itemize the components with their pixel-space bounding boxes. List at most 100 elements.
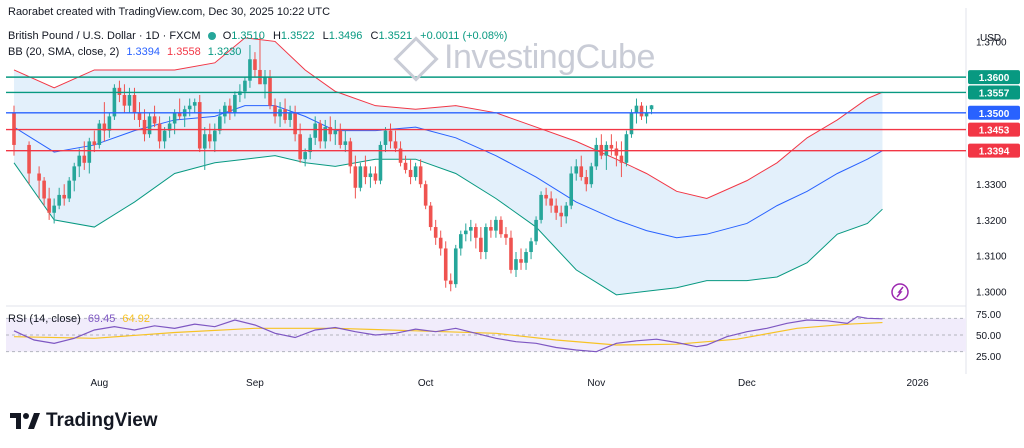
candle-body [52, 205, 56, 213]
candle-body [388, 130, 393, 142]
candle-body [122, 94, 127, 106]
candle [12, 105, 16, 156]
level-price-tag: 1.3500 [968, 105, 1020, 120]
candle-body [318, 123, 323, 142]
rsi-legend[interactable]: RSI (14, close) 69.45 64.92 [8, 313, 150, 325]
rsi-label: RSI (14, close) [8, 313, 81, 325]
level-tag-bg [968, 105, 1020, 120]
candle-body [228, 105, 232, 113]
candle-body [644, 112, 649, 117]
candle [619, 141, 624, 178]
candle-body [142, 119, 147, 135]
candle-body [298, 134, 302, 160]
candle [62, 184, 66, 206]
candle-body [12, 112, 16, 145]
bollinger-bands [13, 37, 883, 296]
candle [102, 102, 107, 142]
candle [469, 219, 473, 242]
candle-body [579, 166, 584, 178]
candle-body [594, 144, 599, 167]
candle-body [102, 123, 107, 131]
rsi-ma-line [13, 321, 883, 346]
bb-legend[interactable]: BB (20, SMA, close, 2) 1.3394 1.3558 1.3… [8, 46, 241, 58]
rsi-tick-label: 50.00 [976, 331, 1001, 342]
bb-lower-line [13, 155, 883, 296]
rsi-tick-label: 25.00 [976, 352, 1001, 363]
candle-body [92, 141, 97, 145]
candle-body [238, 91, 242, 95]
candle-body [313, 123, 317, 138]
candle-body [469, 227, 473, 231]
candle [358, 162, 363, 192]
candle-body [524, 252, 528, 263]
candle [132, 87, 137, 120]
candle [137, 102, 142, 128]
level-tag-label: 1.3557 [979, 88, 1010, 99]
candle [509, 230, 513, 274]
candle-body [303, 152, 307, 160]
candle-body [172, 112, 177, 124]
rsi-line [13, 316, 883, 353]
candle [207, 123, 212, 149]
candle-body [137, 112, 142, 120]
candle-body [514, 259, 518, 270]
change-value: +0.0011 (+0.08%) [420, 30, 508, 42]
candle-body [453, 248, 458, 285]
symbol-legend[interactable]: British Pound / U.S. Dollar · 1D · FXCM … [8, 30, 507, 42]
candle [614, 141, 619, 167]
candle-body [569, 173, 574, 206]
open-label: O [222, 30, 232, 42]
candle [554, 198, 558, 220]
candle-body [127, 94, 132, 106]
tradingview-logo-icon [10, 413, 40, 429]
candle [589, 162, 594, 188]
candle [343, 130, 348, 153]
candle [393, 130, 398, 153]
price-grid [6, 8, 967, 374]
candle-body [147, 116, 152, 135]
candle [569, 166, 574, 210]
candle [448, 273, 453, 292]
level-tag-label: 1.3394 [979, 147, 1010, 158]
pulse-icon-bolt [896, 286, 904, 298]
low-value: 1.3496 [328, 30, 363, 42]
candle [92, 130, 97, 153]
candle [453, 244, 458, 288]
candle [494, 216, 498, 238]
candle-body [363, 166, 368, 178]
candle-body [97, 123, 102, 145]
candle [112, 84, 117, 120]
candle [484, 223, 488, 260]
tradingview-footer[interactable]: TradingView [10, 410, 158, 432]
candle [122, 84, 127, 113]
candle-body [398, 148, 403, 163]
close-value: 1.3521 [378, 30, 413, 42]
candle [87, 137, 92, 174]
candle-body [484, 227, 488, 253]
candle [42, 177, 46, 206]
pulse-icon[interactable] [891, 283, 909, 301]
candle [192, 98, 197, 113]
candle-body [47, 198, 51, 213]
level-price-tag: 1.3557 [968, 85, 1020, 100]
candle-body [333, 130, 338, 135]
candle-body [458, 234, 463, 249]
candle-body [614, 148, 619, 156]
high-label: H [272, 30, 281, 42]
candle-body [353, 166, 358, 188]
candle [283, 98, 287, 124]
candle-body [57, 194, 61, 206]
candle [368, 166, 373, 188]
candle-body [207, 134, 212, 142]
candle-body [584, 177, 589, 185]
candle [564, 202, 568, 224]
candle [263, 69, 267, 99]
candle-body [283, 109, 287, 120]
currency-label: USD [980, 33, 1001, 44]
level-tag-label: 1.3600 [979, 73, 1010, 84]
candle-body [433, 227, 438, 238]
candle-body [418, 166, 423, 185]
close-label: C [370, 30, 379, 42]
candle [67, 177, 72, 203]
